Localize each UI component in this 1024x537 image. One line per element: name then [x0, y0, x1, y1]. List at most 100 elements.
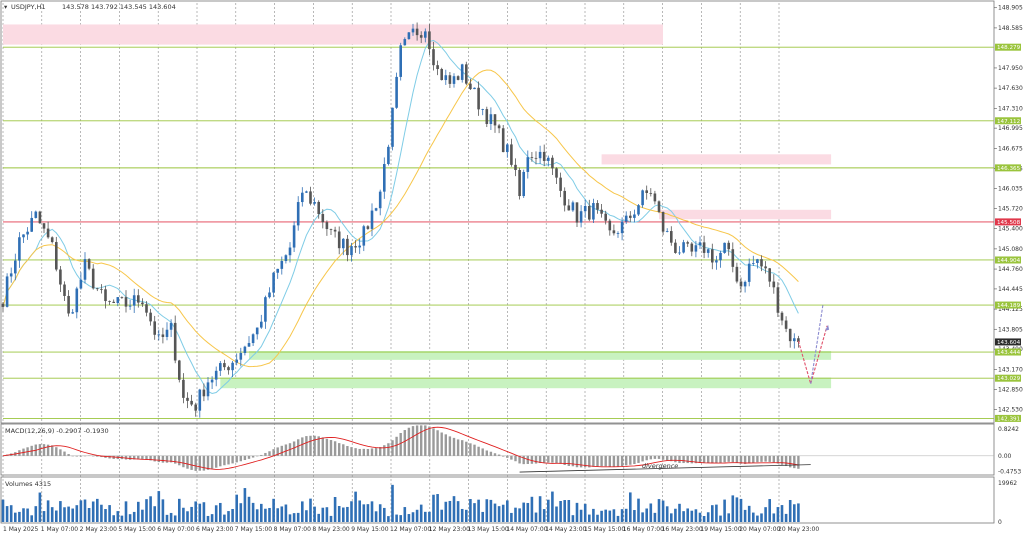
- candle-body: [428, 31, 431, 50]
- candle-body: [67, 295, 70, 314]
- volume-bar: [735, 497, 739, 522]
- macd-histogram-bar: [243, 455, 247, 461]
- candle-body: [764, 266, 767, 269]
- candle: [268, 287, 271, 299]
- candle: [161, 327, 165, 344]
- volume-bar: [780, 505, 784, 522]
- macd-histogram-bar: [530, 455, 534, 464]
- candle-body: [235, 359, 238, 363]
- macd-histogram-bar: [333, 441, 337, 456]
- macd-histogram-bar: [731, 455, 734, 463]
- divergence-trendline: [519, 464, 811, 473]
- candle-body: [448, 75, 452, 84]
- macd-histogram-bar: [678, 455, 681, 463]
- candle-body: [547, 157, 550, 161]
- candle-body: [223, 363, 226, 368]
- candle: [526, 150, 530, 179]
- macd-histogram-bar: [210, 455, 214, 469]
- volume-bar: [764, 507, 767, 522]
- level-tag-label: 146.365: [997, 166, 1021, 172]
- macd-histogram-bar: [358, 448, 361, 456]
- candle: [493, 114, 497, 133]
- macd-histogram-bar: [251, 455, 255, 458]
- candle-body: [288, 247, 292, 256]
- volume-bar: [415, 509, 419, 522]
- candle: [317, 200, 320, 219]
- volume-bar: [227, 511, 230, 522]
- candle: [169, 319, 173, 337]
- volume-bar: [670, 513, 673, 522]
- volume-bar: [395, 514, 398, 522]
- price-tick-label: 146.035: [998, 186, 1023, 193]
- candle-body: [395, 76, 398, 108]
- candle-body: [280, 261, 284, 269]
- macd-histogram-bar: [538, 455, 542, 464]
- candle-body: [42, 223, 46, 229]
- candle-body: [362, 226, 366, 246]
- candle-body: [108, 301, 111, 302]
- candle: [424, 28, 427, 43]
- volume-bar: [46, 500, 50, 522]
- volume-bar: [477, 499, 480, 522]
- candle-body: [493, 114, 497, 126]
- candle: [469, 78, 472, 91]
- candle: [149, 308, 152, 326]
- candle-body: [653, 193, 657, 202]
- candle-body: [432, 49, 435, 66]
- candle-body: [637, 205, 640, 215]
- volume-bar: [772, 513, 776, 522]
- volume-bar: [251, 502, 255, 522]
- volume-bar: [165, 514, 169, 522]
- candle-body: [518, 169, 521, 197]
- volume-bar: [173, 515, 177, 522]
- volume-bar: [63, 507, 66, 522]
- volume-bar: [612, 509, 616, 522]
- candle-body: [46, 228, 50, 238]
- level-tag-label: 142.391: [997, 416, 1021, 422]
- macd-histogram-bar: [440, 432, 443, 456]
- volume-bar: [231, 509, 234, 522]
- candle: [59, 266, 62, 293]
- candle-body: [559, 177, 562, 191]
- candle: [604, 210, 607, 225]
- symbol-menu-icon[interactable]: ▾: [4, 3, 8, 11]
- volume-bar: [633, 510, 636, 522]
- volume-bar: [239, 503, 243, 522]
- macd-histogram-bar: [87, 455, 91, 457]
- volume-bar: [206, 515, 210, 522]
- candle-body: [436, 65, 439, 70]
- macd-histogram-bar: [96, 455, 99, 457]
- candle: [358, 238, 361, 254]
- candle: [657, 200, 661, 214]
- level-tag-bg: [995, 338, 1021, 346]
- candle: [280, 256, 284, 275]
- macd-histogram-bar: [559, 455, 562, 464]
- candle: [559, 172, 562, 198]
- volume-bar: [321, 507, 325, 522]
- macd-histogram-bar: [604, 455, 607, 467]
- price-tick-label: 148.585: [998, 25, 1023, 32]
- macd-histogram-bar: [657, 455, 661, 459]
- candle: [165, 322, 169, 341]
- candle-body: [592, 203, 595, 220]
- price-tick-label: 148.905: [998, 5, 1023, 12]
- candle-body: [780, 312, 784, 321]
- candle-body: [415, 28, 419, 36]
- level-price-tag: 146.365: [995, 164, 1021, 172]
- level-tag-bg: [995, 164, 1021, 172]
- volume-bar: [391, 484, 394, 522]
- candle-body: [571, 202, 575, 211]
- candle-body: [444, 75, 448, 81]
- volume-bar: [760, 513, 763, 522]
- candle-body: [219, 363, 222, 371]
- volume-bar: [723, 499, 726, 522]
- price-axis: 148.905 148.585 147.950 147.630 147.310 146.9…: [994, 5, 1023, 422]
- resistance-zone: [659, 209, 832, 220]
- volume-bar: [276, 508, 279, 522]
- macd-histogram-bar: [555, 455, 558, 464]
- volume-bar: [305, 510, 308, 522]
- volume-bar: [411, 512, 415, 522]
- candle: [153, 315, 156, 340]
